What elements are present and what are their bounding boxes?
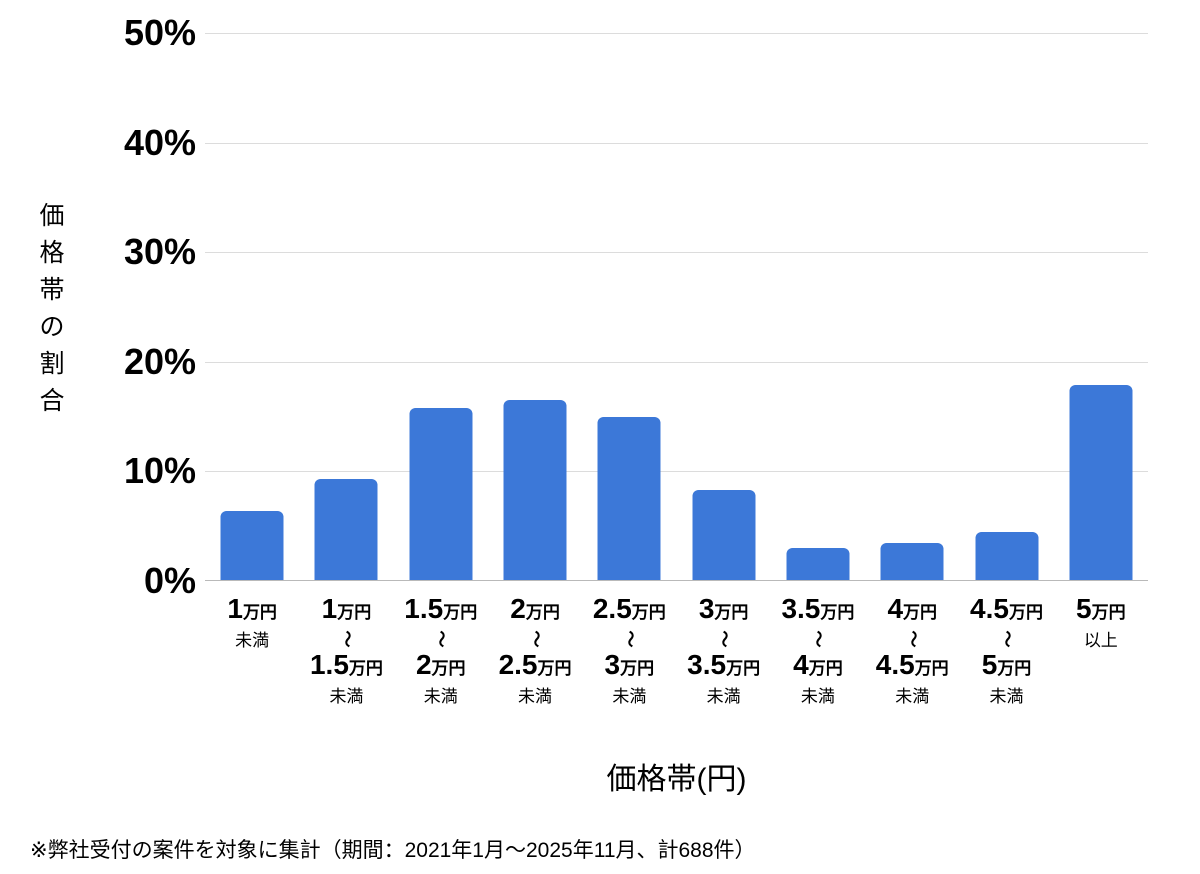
gridline [205, 252, 1148, 253]
x-axis-labels: 1万円 未満 1万円〜 1.5万円 未満 1.5万円〜 2万円 未満 2万円〜 2.5万円 未満 2.… [205, 593, 1148, 709]
bar [503, 400, 567, 580]
bar-slot [865, 33, 959, 581]
plot-area [205, 33, 1148, 581]
bar [220, 511, 284, 580]
bar-slot [771, 33, 865, 581]
y-tick-label: 20% [123, 340, 196, 382]
x-category-label: 3万円〜 3.5万円 未満 [687, 593, 761, 706]
y-tick-label: 10% [123, 450, 196, 492]
bar-slot [205, 33, 299, 581]
y-axis-title: 価格帯の割合 [39, 202, 65, 415]
bar [880, 542, 944, 580]
footnote: ※弊社受付の案件を対象に集計（期間：2021年1月〜2025年11月、計688件… [30, 839, 756, 862]
bar-slot [959, 33, 1053, 581]
bar [1069, 384, 1133, 580]
x-axis-baseline [205, 580, 1148, 581]
bar-slot [1054, 33, 1148, 581]
x-category-label: 1万円〜 1.5万円 未満 [309, 593, 383, 706]
gridline [205, 471, 1148, 472]
y-tick-label: 0% [143, 560, 196, 601]
x-category-label: 1万円 未満 [227, 593, 277, 650]
bar-slot [394, 33, 488, 581]
x-category-label: 4万円〜 4.5万円 未満 [875, 593, 949, 706]
bar-slot [582, 33, 676, 581]
x-category-label: 2.5万円〜 3万円 未満 [592, 593, 666, 706]
x-axis-title: 価格帯(円) [606, 763, 747, 796]
x-category-label: 2万円〜 2.5万円 未満 [498, 593, 572, 706]
bar [314, 479, 378, 580]
gridline [205, 33, 1148, 34]
bars-container [205, 33, 1148, 581]
x-category-label: 3.5万円〜 4万円 未満 [781, 593, 855, 706]
bar [409, 407, 473, 580]
x-category-label: 5万円 以上 [1076, 593, 1126, 650]
bar-slot [676, 33, 770, 581]
bar-slot [488, 33, 582, 581]
gridlines [205, 33, 1148, 581]
y-tick-label: 40% [123, 121, 196, 163]
gridline [205, 362, 1148, 363]
x-category-label: 4.5万円〜 5万円 未満 [970, 593, 1043, 706]
bar [975, 531, 1039, 580]
bar [692, 490, 756, 580]
bar-slot [299, 33, 393, 581]
bar [786, 548, 850, 580]
x-category-label: 1.5万円〜 2万円 未満 [404, 593, 478, 706]
gridline [205, 143, 1148, 144]
y-tick-label: 50% [123, 12, 196, 53]
y-axis-ticks: 50% 40% 30% 20% 10% 0% [0, 15, 196, 599]
y-tick-label: 30% [123, 231, 196, 273]
bar [597, 416, 661, 580]
